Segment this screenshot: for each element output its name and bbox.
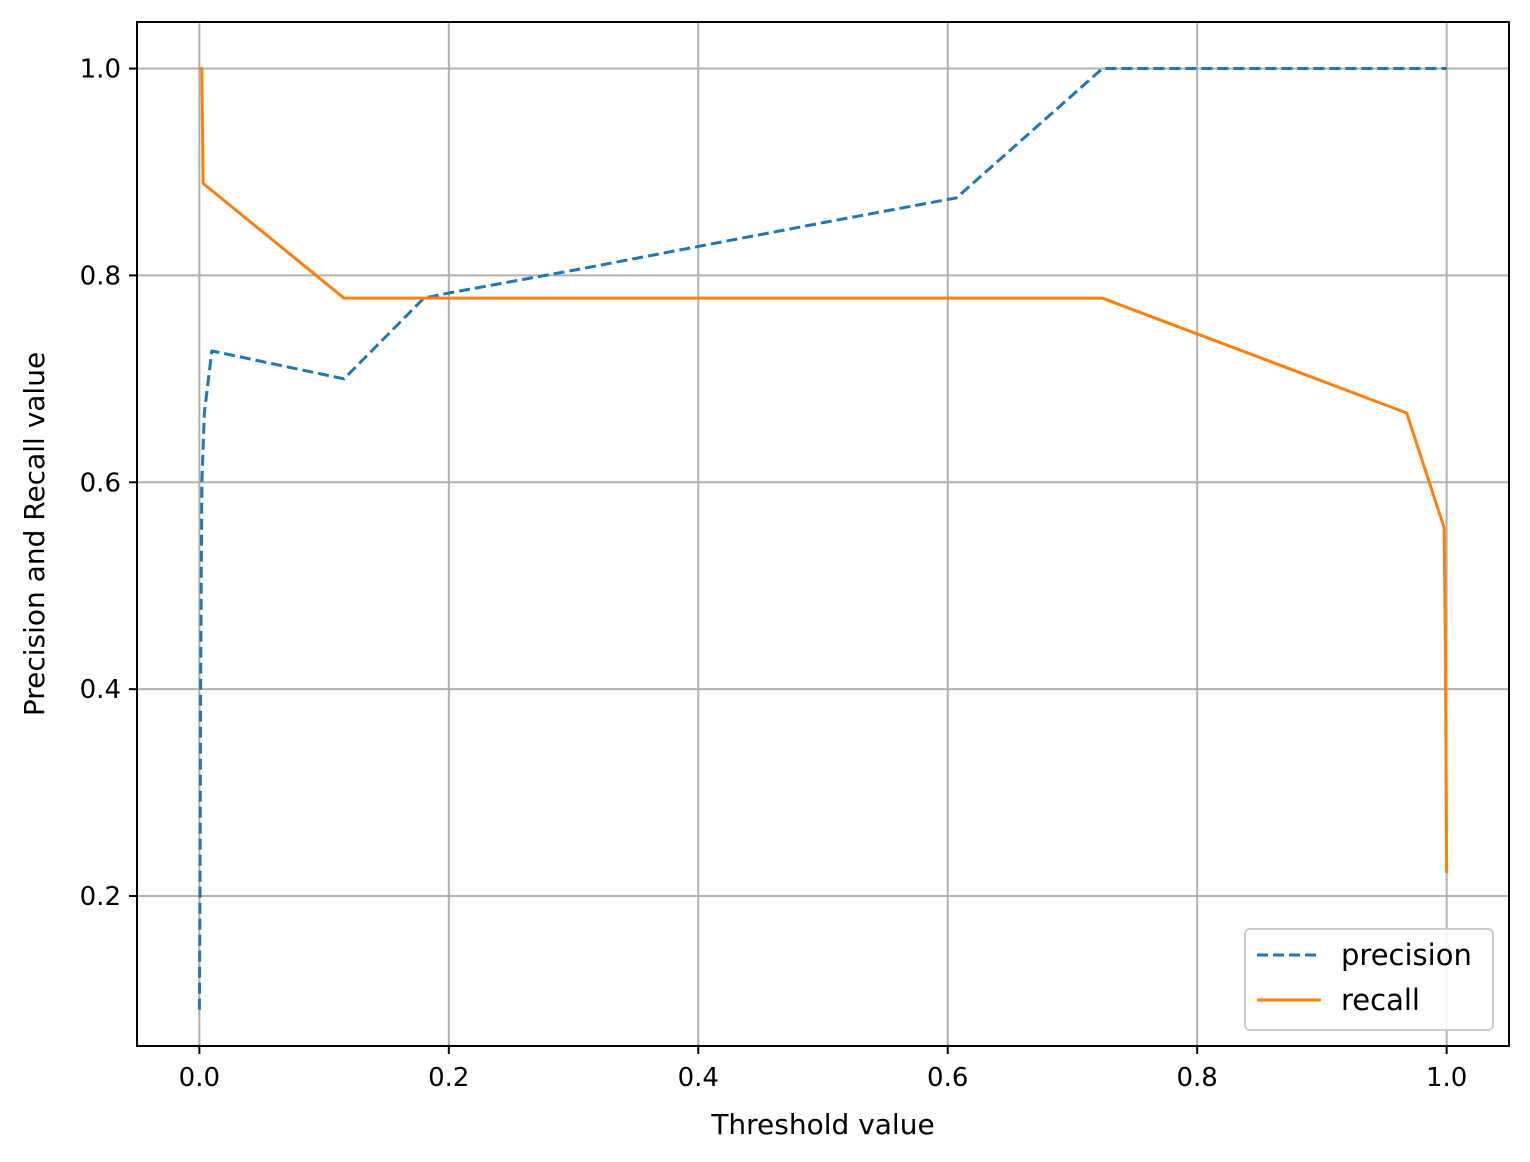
series-precision-line xyxy=(197,67,1447,1010)
legend: precision recall xyxy=(1244,928,1494,1031)
series-recall-line xyxy=(199,67,1449,874)
y-tick-label: 0.8 xyxy=(80,261,121,291)
plot-frame xyxy=(136,21,1510,1047)
y-tick-label: 0.4 xyxy=(80,675,121,705)
y-tick-label: 0.2 xyxy=(80,882,121,912)
x-axis-label: Threshold value xyxy=(710,1108,934,1141)
x-tick-label: 0.0 xyxy=(179,1063,220,1093)
x-tick-label: 0.4 xyxy=(678,1063,719,1093)
x-tick-label: 0.6 xyxy=(927,1063,968,1093)
legend-precision-label: precision xyxy=(1341,938,1472,972)
y-tick-label: 0.6 xyxy=(80,468,121,498)
y-tick-label: 1.0 xyxy=(80,55,121,85)
x-tick-label: 0.8 xyxy=(1177,1063,1218,1093)
ticks: 0.0 0.2 0.4 0.6 0.8 1.0 0.2 0.4 0.6 0.8 1.0 xyxy=(80,55,1468,1093)
legend-recall-label: recall xyxy=(1341,983,1420,1017)
series-layer xyxy=(197,67,1449,1010)
x-tick-label: 1.0 xyxy=(1426,1063,1467,1093)
x-tick-label: 0.2 xyxy=(428,1063,469,1093)
y-axis-label: Precision and Recall value xyxy=(18,352,51,716)
grid xyxy=(137,22,1509,1046)
